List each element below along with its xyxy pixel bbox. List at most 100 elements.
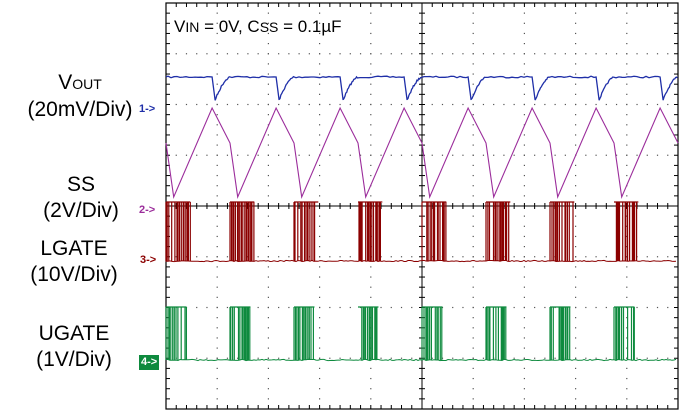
grid-dot [431, 103, 433, 106]
grid-dot [216, 154, 218, 156]
grid-dot [288, 306, 290, 309]
grid-dot [523, 73, 525, 75]
grid-dot [319, 296, 321, 298]
grid-dot [575, 256, 577, 258]
grid-dot [390, 357, 392, 359]
grid-dot [523, 256, 525, 258]
grid-dot [636, 306, 638, 309]
grid-dot [267, 93, 269, 95]
grid-dot [605, 306, 607, 309]
grid-dot [575, 347, 577, 349]
lgate-baseline [165, 259, 677, 263]
grid-dot [472, 337, 474, 339]
grid-dot [411, 357, 413, 359]
grid-dot [390, 256, 392, 258]
grid-dot [626, 266, 628, 268]
grid-dot [267, 317, 269, 319]
grid-dot [370, 174, 372, 177]
grid-dot [626, 22, 628, 24]
grid-dot [319, 134, 321, 136]
grid-dot [482, 53, 485, 55]
grid-dot [196, 256, 198, 258]
grid-dot [472, 63, 474, 65]
grid-dot [370, 53, 372, 55]
lgate-burst [293, 202, 316, 261]
grid-dot [308, 103, 310, 106]
grid-dot [380, 256, 382, 258]
grid-dot [534, 306, 536, 309]
grid-dot [646, 357, 648, 359]
grid-dot [288, 256, 290, 258]
grid-dot [441, 357, 444, 359]
grid-dot [267, 266, 269, 268]
grid-dot [575, 235, 577, 238]
grid-dot [339, 53, 341, 55]
grid-dot [646, 154, 648, 156]
grid-dot [472, 144, 474, 146]
grid-dot [585, 53, 587, 55]
grid-dot [319, 256, 321, 258]
grid-dot [319, 388, 321, 390]
grid-dot [319, 32, 321, 35]
grid-dot [400, 306, 403, 309]
grid-dot [390, 306, 392, 309]
grid-dot [400, 357, 403, 359]
grid-dot [267, 337, 269, 339]
grid-dot [575, 124, 577, 126]
grid-dot [267, 215, 269, 217]
grid-dot [411, 256, 413, 258]
grid-dot [656, 256, 659, 258]
grid-dot [216, 306, 218, 309]
grid-dot [319, 347, 321, 349]
grid-dot [216, 266, 218, 268]
grid-dot [216, 225, 218, 227]
grid-dot [482, 154, 485, 156]
grid-dot [626, 347, 628, 349]
grid-dot [513, 53, 515, 55]
grid-dot [575, 53, 577, 55]
grid-dot [319, 185, 321, 187]
channel-2-label: SS (2V/Div) [0, 172, 162, 224]
grid-dot [585, 357, 587, 359]
grid-dot [288, 154, 290, 156]
grid-dot [216, 347, 218, 349]
grid-dot [575, 357, 577, 359]
grid-dot [441, 103, 444, 106]
grid-dot [267, 195, 269, 197]
grid-dot [247, 53, 249, 55]
grid-dot [319, 93, 321, 95]
grid-dot [370, 63, 372, 65]
grid-dot [472, 43, 474, 45]
grid-dot [493, 154, 495, 156]
grid-dot [482, 256, 485, 258]
grid-dot [636, 357, 638, 359]
grid-dot [319, 164, 321, 166]
grid-dot [575, 276, 577, 278]
grid-dot [226, 306, 229, 309]
grid-dot [216, 124, 218, 126]
grid-dot [400, 103, 403, 106]
grid-dot [267, 246, 269, 248]
channel-1-name: VOUT [58, 71, 102, 94]
grid-dot [523, 337, 525, 339]
ss-trace [165, 106, 679, 200]
grid-dot [380, 154, 382, 156]
grid-dot [523, 327, 525, 329]
grid-dot [319, 103, 321, 106]
grid-dot [319, 357, 321, 359]
grid-dot [472, 367, 474, 369]
grid-dot [196, 53, 198, 55]
grid-dot [605, 103, 607, 106]
ugate-burst [549, 307, 571, 360]
grid-dot [370, 144, 372, 146]
grid-dot [472, 32, 474, 35]
grid-dot [626, 144, 628, 146]
ugate-burst [485, 307, 507, 360]
grid-dot [523, 134, 525, 136]
grid-dot [359, 154, 362, 156]
grid-dot [472, 154, 474, 156]
grid-dot [431, 154, 433, 156]
grid-dot [575, 296, 577, 298]
grid-dot [216, 185, 218, 187]
channel-3-scale: (10V/Div) [30, 263, 118, 286]
